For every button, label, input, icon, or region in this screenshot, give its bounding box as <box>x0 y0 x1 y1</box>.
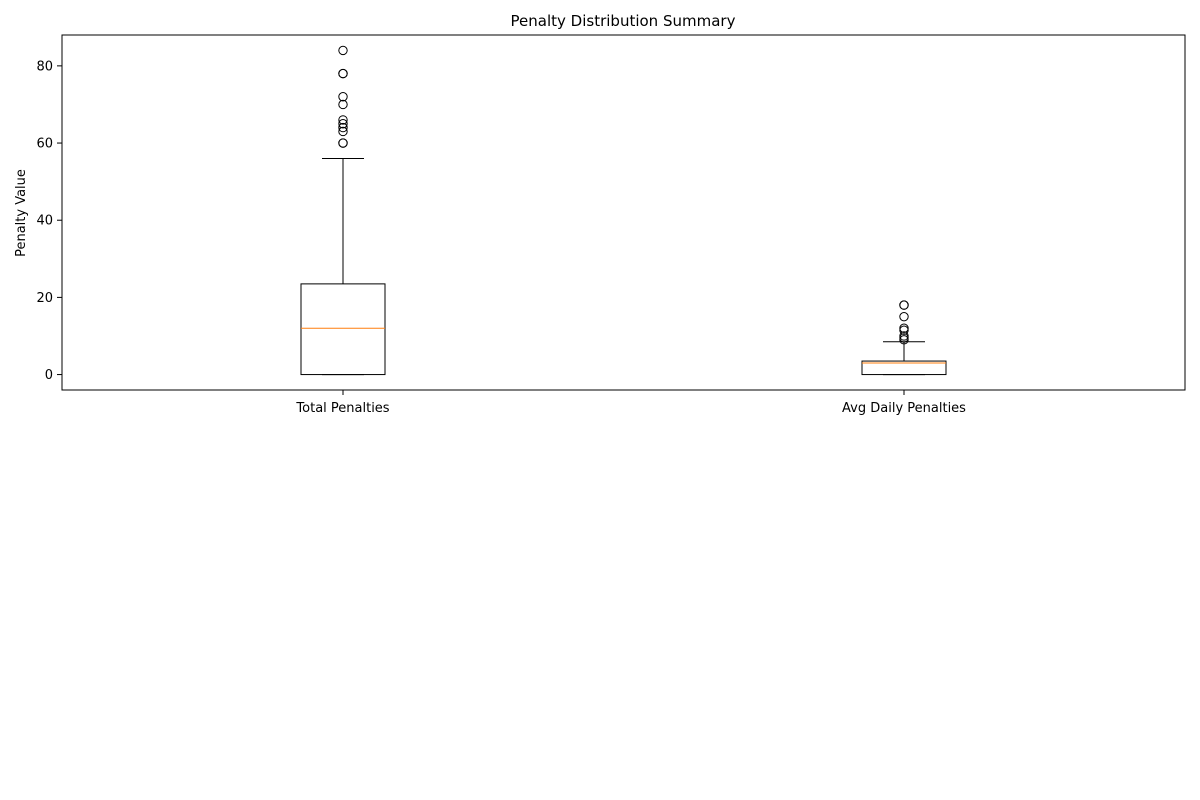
y-axis-ticks: 0 20 40 60 80 <box>36 59 62 383</box>
chart-title: Penalty Distribution Summary <box>511 12 736 30</box>
outlier-point <box>338 68 348 79</box>
outlier-point <box>899 300 909 310</box>
outlier-point <box>338 138 348 148</box>
y-tick-label: 0 <box>45 368 53 383</box>
outlier-point <box>338 122 348 133</box>
x-tick-label: Avg Daily Penalties <box>842 401 966 416</box>
y-tick-label: 60 <box>36 137 53 152</box>
outlier-point <box>338 45 348 56</box>
outlier-point <box>338 126 348 137</box>
boxes-layer <box>300 45 947 376</box>
outlier-point <box>338 115 348 125</box>
outlier-point <box>338 99 348 110</box>
x-axis-ticks: Total Penalties Avg Daily Penalties <box>295 390 966 416</box>
y-tick-label: 80 <box>36 59 53 74</box>
y-axis-label: Penalty Value <box>14 169 29 257</box>
outlier-point <box>899 331 909 341</box>
iqr-box <box>300 283 386 376</box>
box-group <box>861 300 947 376</box>
outlier-point <box>338 119 348 129</box>
iqr-box <box>861 360 947 376</box>
y-tick-label: 40 <box>36 214 53 229</box>
y-tick-label: 20 <box>36 291 53 306</box>
x-tick-label: Total Penalties <box>295 401 389 416</box>
outlier-point <box>899 323 909 333</box>
outlier-point <box>899 311 909 322</box>
plot-frame <box>61 34 1186 391</box>
outlier-point <box>338 92 348 102</box>
box-group <box>300 45 386 376</box>
